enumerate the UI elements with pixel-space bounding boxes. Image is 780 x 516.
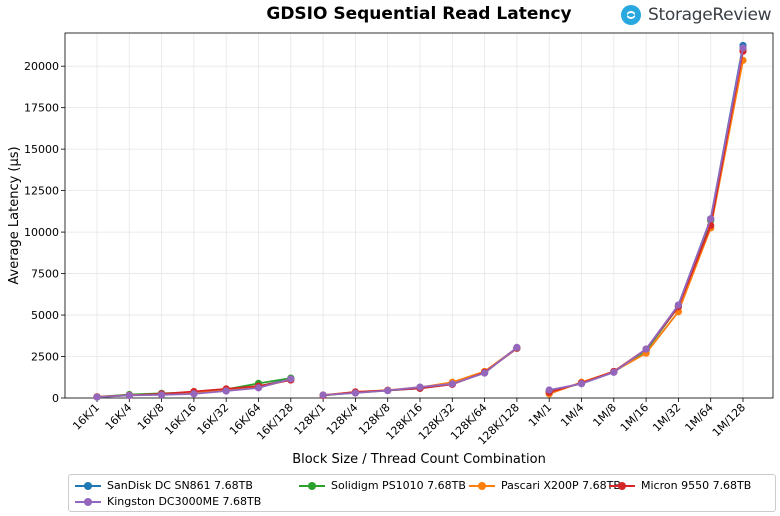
y-axis-label: Average Latency (μs) [7, 146, 22, 284]
legend-label: Solidigm PS1010 7.68TB [331, 479, 466, 492]
x-tick-label: 1M/32 [650, 401, 683, 434]
chart-legend: SanDisk DC SN861 7.68TB Solidigm PS1010 7… [68, 474, 776, 512]
data-point [125, 391, 133, 399]
x-tick-label: 16K/16 [162, 401, 199, 438]
data-point [642, 345, 650, 353]
data-point [610, 368, 618, 376]
legend-item: Solidigm PS1010 7.68TB [299, 479, 466, 492]
legend-item: Micron 9550 7.68TB [609, 479, 751, 492]
legend-item: Pascari X200P 7.68TB [469, 479, 621, 492]
data-point [190, 390, 198, 398]
plot-frame [64, 32, 774, 399]
y-tick-label: 12500 [24, 185, 59, 198]
data-point [674, 301, 683, 309]
legend-item: Kingston DC3000ME 7.68TB [75, 495, 261, 508]
y-tick-label: 15000 [24, 143, 59, 156]
x-tick-label: 128K/4 [324, 401, 361, 438]
data-point [545, 386, 553, 394]
legend-label: SanDisk DC SN861 7.68TB [107, 479, 253, 492]
legend-label: Kingston DC3000ME 7.68TB [107, 495, 262, 508]
legend-label: Micron 9550 7.68TB [641, 479, 752, 492]
y-tick-label: 17500 [24, 102, 59, 115]
x-tick-label: 1M/8 [590, 401, 618, 429]
chart-title: GDSIO Sequential Read Latency [266, 4, 572, 24]
data-point [222, 387, 230, 395]
legend-marker-icon [299, 481, 325, 491]
y-tick-label: 20000 [24, 60, 59, 73]
data-point [319, 391, 327, 399]
x-tick-label: 16K/1 [70, 401, 102, 433]
x-tick-label: 1M/4 [558, 401, 586, 429]
data-point [707, 215, 715, 223]
storagereview-logo-icon [621, 5, 641, 25]
legend-item: SanDisk DC SN861 7.68TB [75, 479, 253, 492]
y-tick-label: 2500 [31, 351, 59, 364]
data-point [158, 391, 166, 399]
brand-name: StorageReview [648, 5, 772, 25]
y-tick-label: 5000 [31, 309, 59, 322]
y-tick-label: 10000 [24, 226, 59, 239]
data-point [739, 44, 747, 52]
y-tick-label: 7500 [31, 268, 59, 281]
x-tick-label: 1M/1 [526, 401, 554, 429]
legend-marker-icon [609, 481, 635, 491]
data-point [513, 343, 521, 351]
x-tick-label: 16K/4 [103, 401, 135, 433]
data-point [93, 393, 101, 401]
legend-label: Pascari X200P 7.68TB [501, 479, 621, 492]
data-point [416, 383, 424, 391]
data-point [577, 380, 586, 388]
data-point [351, 389, 359, 397]
legend-marker-icon [469, 481, 495, 491]
x-tick-label: 128K/1 [292, 401, 329, 438]
data-point [287, 375, 295, 383]
legend-marker-icon [75, 481, 101, 491]
legend-marker-icon [75, 497, 101, 507]
data-point [254, 384, 263, 392]
data-point [448, 380, 456, 388]
y-tick-label: 0 [52, 392, 59, 405]
data-point [481, 369, 489, 377]
x-axis-label: Block Size / Thread Count Combination [292, 452, 546, 467]
data-point [384, 386, 392, 395]
x-tick-label: 1M/16 [618, 401, 651, 434]
x-tick-label: 16K/32 [195, 401, 232, 438]
brand-logo: StorageReview [620, 2, 772, 28]
x-tick-label: 1M/128 [710, 401, 748, 439]
